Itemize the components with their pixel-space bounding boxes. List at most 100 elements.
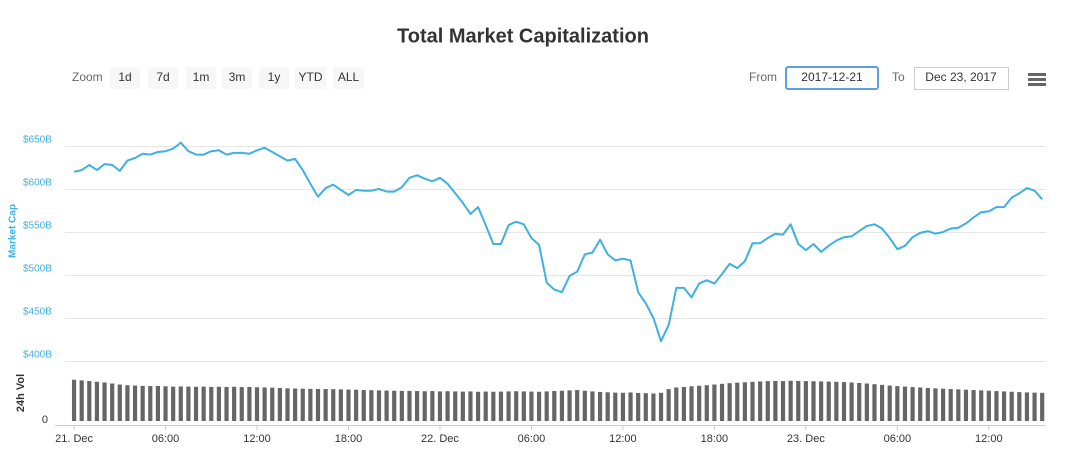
menu-bar[interactable] xyxy=(1028,73,1046,76)
volume-bar xyxy=(277,387,282,421)
zoom-button-label[interactable]: 3m xyxy=(229,70,246,84)
zoom-button[interactable] xyxy=(333,67,364,89)
volume-bar xyxy=(308,388,313,421)
volume-bar xyxy=(125,385,130,421)
y2-axis-title: 24h Vol xyxy=(15,374,27,412)
x-tick-label: 06:00 xyxy=(884,433,912,445)
menu-bar[interactable] xyxy=(1028,83,1046,86)
volume-bar xyxy=(658,392,664,421)
volume-bar xyxy=(887,385,892,421)
volume-bar xyxy=(407,390,412,421)
zoom-button-label[interactable]: ALL xyxy=(338,70,360,84)
volume-bar xyxy=(178,386,183,421)
volume-bar xyxy=(575,390,580,421)
from-label: From xyxy=(749,70,777,84)
volume-bar xyxy=(514,391,519,421)
volume-bar xyxy=(689,386,694,421)
volume-bar xyxy=(186,386,191,421)
volume-bar xyxy=(628,392,633,421)
volume-bar xyxy=(140,385,145,421)
volume-bar xyxy=(841,382,847,421)
volume-bar xyxy=(300,388,305,421)
from-input[interactable] xyxy=(785,66,879,90)
y-tick-label: $600B xyxy=(23,178,52,189)
volume-bar xyxy=(239,387,244,421)
volume-bar xyxy=(811,381,816,421)
volume-bar xyxy=(1024,392,1030,421)
volume-bar xyxy=(71,379,77,421)
y-tick-label: $500B xyxy=(23,264,52,275)
volume-bar xyxy=(872,384,877,421)
from-value[interactable]: 2017-12-21 xyxy=(801,70,863,84)
volume-bar xyxy=(719,383,725,421)
volume-bar xyxy=(758,381,763,421)
volume-bar xyxy=(1001,391,1007,421)
volume-bar xyxy=(918,387,923,421)
zoom-button[interactable] xyxy=(295,67,326,89)
to-label: To xyxy=(892,70,905,84)
volume-bar xyxy=(430,391,435,421)
to-value[interactable]: Dec 23, 2017 xyxy=(925,70,997,84)
volume-bar xyxy=(232,386,237,421)
x-tick-label: 12:00 xyxy=(609,433,637,445)
volume-bar xyxy=(453,391,458,421)
zoom-button-label[interactable]: 1d xyxy=(118,70,131,84)
volume-bar xyxy=(597,391,603,421)
menu-bar[interactable] xyxy=(1028,78,1046,81)
volume-bar xyxy=(971,390,976,421)
volume-bar xyxy=(902,386,908,421)
volume-bar xyxy=(392,390,397,421)
volume-bar xyxy=(247,386,252,421)
volume-bar xyxy=(270,387,275,421)
volume-bar xyxy=(361,390,366,421)
zoom-button-label[interactable]: YTD xyxy=(299,70,323,84)
volume-bar xyxy=(552,391,557,421)
volume-bar xyxy=(773,380,778,421)
volume-bar xyxy=(148,386,153,421)
volume-bar xyxy=(864,383,869,421)
volume-bar xyxy=(567,390,572,421)
volume-bar xyxy=(506,391,511,421)
zoom-button[interactable] xyxy=(186,67,216,89)
zoom-button-label[interactable]: 1y xyxy=(268,70,281,84)
volume-bar xyxy=(87,381,92,421)
zoom-button[interactable] xyxy=(148,67,178,89)
volume-bar xyxy=(994,391,999,421)
volume-bar xyxy=(796,380,801,421)
chart-title: Total Market Capitalization xyxy=(397,25,649,47)
zoom-button[interactable] xyxy=(110,67,140,89)
x-tick-label: 12:00 xyxy=(243,433,271,445)
volume-bar xyxy=(788,380,793,421)
zoom-button[interactable] xyxy=(259,67,289,89)
volume-bar xyxy=(483,391,488,421)
volume-bar xyxy=(498,391,504,421)
volume-bar xyxy=(110,383,115,421)
volume-bar xyxy=(414,391,420,421)
volume-bar xyxy=(636,392,641,421)
volume-bar xyxy=(735,382,740,421)
volume-bar xyxy=(819,381,824,421)
volume-bar xyxy=(315,389,321,421)
x-tick-label: 12:00 xyxy=(975,433,1003,445)
zoom-button-label[interactable]: 7d xyxy=(156,70,169,84)
volume-bar xyxy=(826,381,831,421)
zoom-button-label[interactable]: 1m xyxy=(193,70,210,84)
menu-button[interactable] xyxy=(1028,73,1046,86)
x-tick-label: 06:00 xyxy=(518,433,546,445)
volume-bar xyxy=(666,389,671,421)
zoom-button[interactable] xyxy=(222,67,252,89)
volume-bar xyxy=(399,390,404,421)
volume-bar xyxy=(590,391,595,421)
x-tick-label: 18:00 xyxy=(701,433,729,445)
volume-bar xyxy=(216,386,221,421)
volume-bar xyxy=(155,385,161,421)
volume-bar xyxy=(171,386,176,421)
volume-bar xyxy=(338,389,343,421)
to-input[interactable] xyxy=(914,67,1009,90)
volume-bar xyxy=(613,392,618,421)
y-tick-label: $400B xyxy=(23,350,52,361)
volume-bar xyxy=(780,381,786,421)
y2-tick-label: 0 xyxy=(42,414,48,426)
